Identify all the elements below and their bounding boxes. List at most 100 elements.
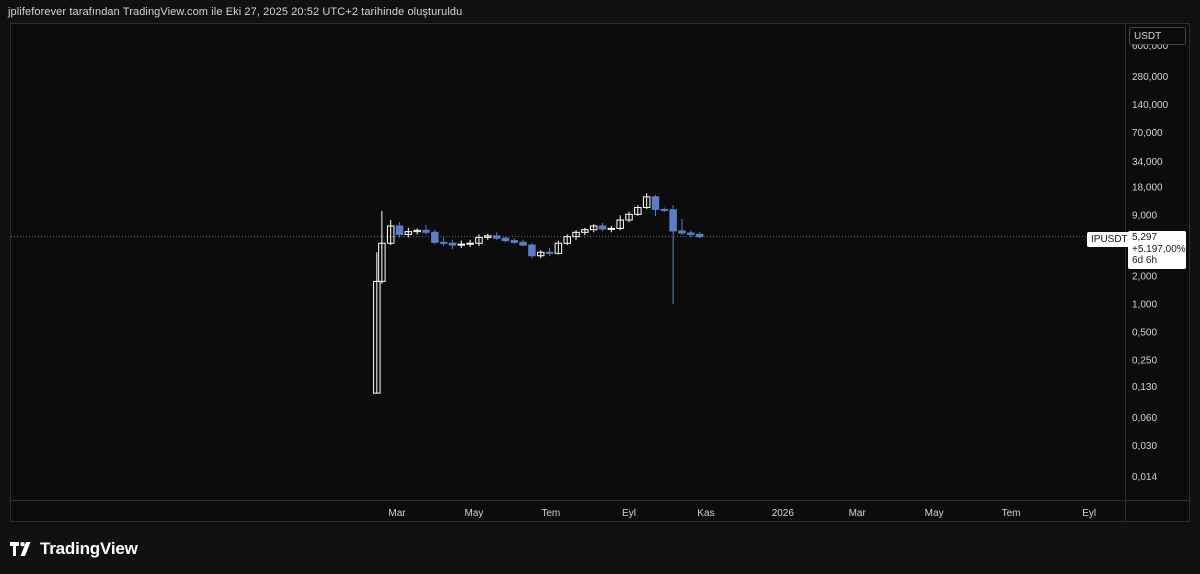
candle[interactable] [581, 227, 589, 236]
symbol-tag: IPUSDT [1087, 232, 1132, 247]
y-tick-label: 0,030 [1132, 441, 1157, 452]
candle[interactable] [378, 210, 386, 284]
candle[interactable] [519, 239, 527, 247]
candle[interactable] [669, 204, 677, 304]
candle[interactable] [439, 237, 448, 247]
chart-frame[interactable] [10, 23, 1190, 522]
candle[interactable] [475, 234, 483, 247]
y-tick-label: 0,130 [1132, 382, 1157, 393]
candle-body [528, 244, 536, 257]
candle[interactable] [687, 230, 695, 238]
tradingview-logo[interactable]: TradingView [10, 539, 138, 559]
candle[interactable] [484, 233, 492, 240]
candle-body [501, 237, 510, 242]
candle-body [642, 196, 651, 209]
candle[interactable] [589, 224, 598, 233]
candle[interactable] [422, 224, 430, 235]
x-tick-label: Tem [541, 508, 560, 519]
x-tick-label: Eyl [622, 508, 636, 519]
candle-body [563, 236, 571, 244]
candle-body [554, 242, 563, 254]
candle[interactable] [678, 219, 686, 236]
candle[interactable] [431, 229, 439, 245]
candle[interactable] [634, 205, 642, 216]
y-tick-label: 0,500 [1132, 328, 1157, 339]
price-change-percent: +5.197,00% [1132, 243, 1186, 255]
candle[interactable] [536, 250, 545, 259]
candle[interactable] [501, 236, 510, 243]
tradingview-logo-icon [10, 542, 31, 556]
y-tick-label: 2,000 [1132, 272, 1157, 283]
candle[interactable] [616, 215, 624, 231]
candle[interactable] [625, 211, 633, 223]
candle[interactable] [404, 227, 413, 238]
candle-body [492, 235, 501, 239]
time-axis: Mar May Tem Eyl Kas 2026 Mar May Tem Eyl [388, 508, 1096, 519]
candle-body [572, 231, 580, 238]
y-tick-label: 70,000 [1132, 128, 1163, 139]
candle-body [695, 233, 704, 238]
candle[interactable] [660, 207, 669, 213]
candle-body [660, 208, 669, 211]
candle-body [386, 225, 395, 244]
candle-body [510, 240, 519, 243]
y-tick-label: 1,000 [1132, 300, 1157, 311]
y-tick-label: 34,000 [1132, 157, 1163, 168]
candle-body [422, 229, 430, 233]
candle-body [625, 213, 633, 221]
candle[interactable] [492, 232, 501, 240]
candle[interactable] [373, 252, 381, 394]
y-tick-label: 140,000 [1132, 100, 1169, 111]
candle-body [395, 225, 404, 235]
candle[interactable] [528, 243, 536, 259]
x-tick-label: Mar [849, 508, 867, 519]
x-tick-label: Mar [388, 508, 406, 519]
x-tick-label: May [464, 508, 483, 519]
candle-body [678, 230, 686, 234]
y-tick-label: 280,000 [1132, 72, 1169, 83]
candle[interactable] [466, 239, 474, 248]
candle-body [598, 225, 607, 230]
candle-body [378, 242, 386, 282]
candle[interactable] [642, 193, 651, 210]
candle[interactable] [448, 239, 457, 250]
candle[interactable] [651, 195, 660, 217]
candle-body [669, 209, 677, 232]
candle[interactable] [510, 238, 519, 245]
candle-body [545, 251, 554, 254]
candle[interactable] [554, 240, 563, 255]
candle-body [484, 235, 492, 238]
y-tick-label: 0,060 [1132, 413, 1157, 424]
candle[interactable] [545, 248, 554, 256]
candle[interactable] [457, 240, 466, 248]
candle-body [413, 229, 421, 233]
candle[interactable] [598, 223, 607, 231]
last-price-value: 5,297 [1132, 232, 1158, 243]
candle[interactable] [563, 234, 571, 246]
tradingview-logo-text: TradingView [40, 539, 138, 558]
candle[interactable] [695, 232, 704, 239]
candle[interactable] [386, 220, 395, 246]
candle[interactable] [395, 222, 404, 238]
candle-body [519, 241, 527, 246]
y-tick-label: 600,000 [1132, 41, 1169, 52]
candle-body [475, 236, 483, 244]
y-tick-label: 18,000 [1132, 183, 1163, 194]
y-tick-label: 0,250 [1132, 356, 1157, 367]
y-tick-label: 9,000 [1132, 211, 1157, 222]
time-axis-divider [10, 500, 1190, 501]
candles-layer [373, 193, 704, 394]
candle[interactable] [607, 225, 616, 233]
candle-body [687, 232, 695, 235]
currency-button[interactable]: USDT [1129, 27, 1186, 45]
candle[interactable] [413, 228, 421, 235]
candle-body [536, 251, 545, 257]
candle-body [616, 219, 624, 229]
candle-body [457, 243, 466, 246]
candle-body [466, 242, 474, 245]
price-axis-divider [1125, 23, 1126, 522]
candle-body [448, 242, 457, 246]
candle[interactable] [572, 230, 580, 240]
candle-countdown: 6d 6h [1132, 255, 1158, 266]
